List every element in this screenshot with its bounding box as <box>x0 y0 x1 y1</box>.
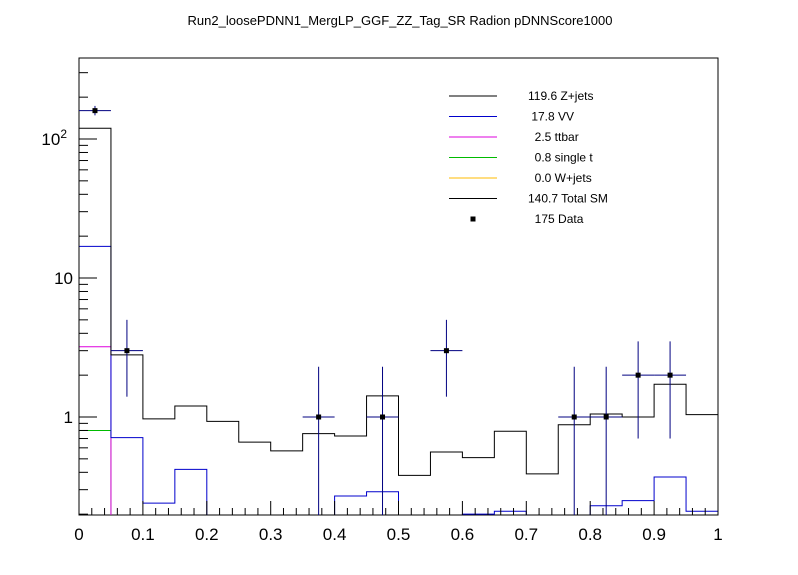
x-tick-label: 0.1 <box>131 525 155 544</box>
data-point <box>79 105 111 116</box>
legend-label: 2.5 ttbar <box>528 130 579 144</box>
legend-label: 0.8 single t <box>528 151 593 165</box>
x-tick-label: 0.3 <box>259 525 283 544</box>
legend-entry: 0.8 single t <box>449 151 593 165</box>
data-point <box>302 366 335 515</box>
y-tick-label: 102 <box>41 127 67 149</box>
x-tick-label: 0.8 <box>578 525 602 544</box>
x-tick-label: 1 <box>713 525 722 544</box>
histogram-z-jets <box>79 127 718 515</box>
data-point-marker <box>635 372 641 378</box>
data-point-marker <box>443 348 449 354</box>
legend-label: 17.8 VV <box>528 110 574 124</box>
data-point-marker <box>571 414 577 420</box>
legend-label: 175 Data <box>528 212 584 226</box>
x-tick-label: 0.9 <box>642 525 666 544</box>
legend-entry: 0.0 W+jets <box>449 171 592 185</box>
legend-entry: 17.8 VV <box>449 110 574 124</box>
data-point <box>654 341 687 439</box>
data-point-marker <box>603 414 609 420</box>
x-tick-label: 0.5 <box>387 525 411 544</box>
x-tick-label: 0.7 <box>514 525 538 544</box>
data-point-marker <box>316 414 322 420</box>
histogram-vv <box>79 245 718 515</box>
chart-title: Run2_loosePDNN1_MergLP_GGF_ZZ_Tag_SR Rad… <box>188 13 613 28</box>
legend-label: 0.0 W+jets <box>528 171 592 185</box>
data-point <box>430 319 463 397</box>
data-point <box>622 341 655 439</box>
legend-marker-point <box>470 216 476 222</box>
data-point-marker <box>92 108 98 114</box>
x-tick-label: 0.6 <box>451 525 475 544</box>
data-point-marker <box>667 372 673 378</box>
legend-entry: 2.5 ttbar <box>449 130 579 144</box>
x-tick-label: 0.4 <box>323 525 347 544</box>
x-tick-label: 0.2 <box>195 525 219 544</box>
legend-label: 140.7 Total SM <box>528 192 608 206</box>
legend-entry: 140.7 Total SM <box>449 192 608 206</box>
data-point <box>366 366 399 515</box>
x-tick-label: 0 <box>74 525 83 544</box>
data-point-marker <box>124 348 130 354</box>
data-point <box>590 366 623 515</box>
data-point <box>110 319 143 397</box>
legend: 119.6 Z+jets 17.8 VV 2.5 ttbar 0.8 singl… <box>449 89 608 226</box>
data-points-layer <box>79 105 687 515</box>
legend-entry: 119.6 Z+jets <box>449 89 593 103</box>
y-tick-label: 10 <box>54 269 73 288</box>
y-tick-label: 1 <box>64 408 73 427</box>
legend-entry: 175 Data <box>470 212 584 226</box>
legend-label: 119.6 Z+jets <box>528 89 593 103</box>
data-point <box>558 366 591 515</box>
histogram-layer <box>79 127 718 515</box>
data-point-marker <box>380 414 386 420</box>
axes-layer: 0 0.1 0.2 0.3 0.4 0.5 0.6 0.7 0.8 0.9 1 1 10 102 <box>41 72 723 544</box>
